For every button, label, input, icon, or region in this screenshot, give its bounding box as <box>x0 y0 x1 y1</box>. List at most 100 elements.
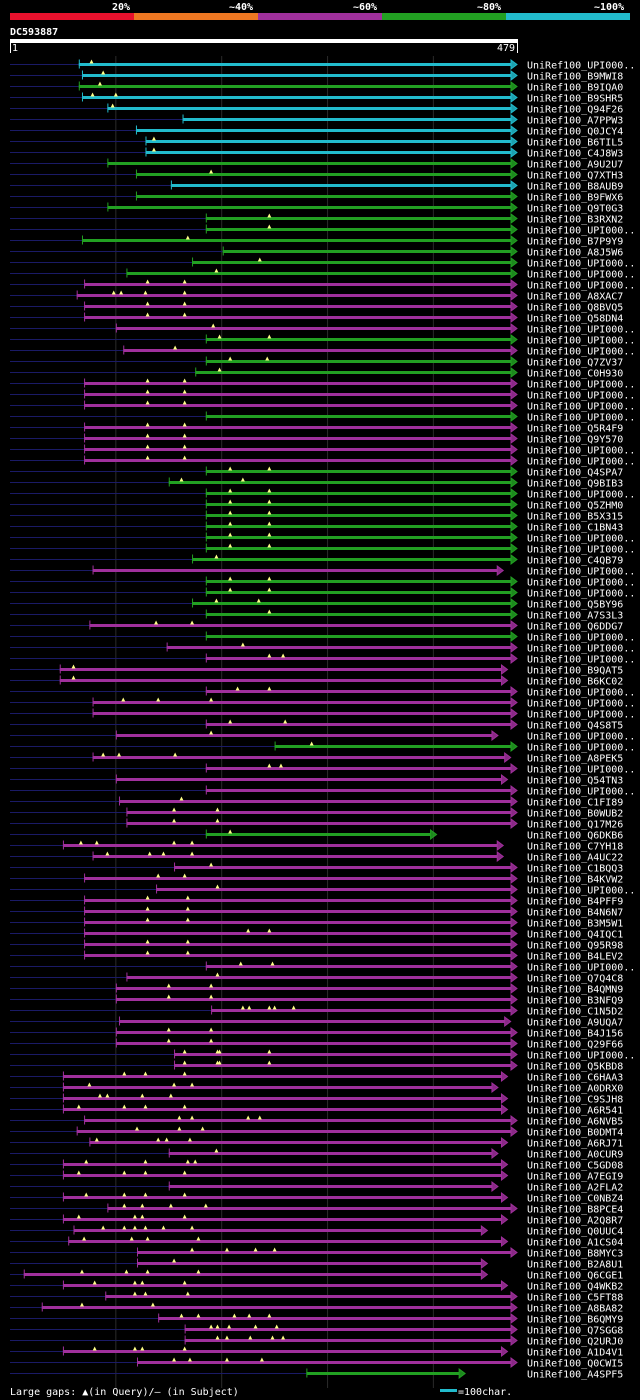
hit-label[interactable]: UniRef100_A1D4V1 <box>527 1348 623 1359</box>
hit-row[interactable]: UniRef100_UPI000.. <box>10 565 635 578</box>
hit-label[interactable]: UniRef100_C4J8W3 <box>527 149 623 160</box>
hit-row[interactable]: UniRef100_C0NBZ4 <box>10 1192 623 1205</box>
hit-label[interactable]: UniRef100_B9IQA0 <box>527 83 623 94</box>
hit-row[interactable]: UniRef100_UPI000.. <box>10 763 635 776</box>
hit-label[interactable]: UniRef100_B9SHR5 <box>527 94 623 105</box>
hit-row[interactable]: UniRef100_Q0UUC4 <box>10 1225 623 1238</box>
hit-row[interactable]: UniRef100_Q4IQC1 <box>10 928 623 941</box>
hit-row[interactable]: UniRef100_C7YH18 <box>10 840 623 853</box>
hit-label[interactable]: UniRef100_UPI000.. <box>527 644 635 655</box>
hit-label[interactable]: UniRef100_B4J156 <box>527 1029 623 1040</box>
hit-label[interactable]: UniRef100_Q6DDG7 <box>527 622 623 633</box>
hit-label[interactable]: UniRef100_Q58DN4 <box>527 314 623 325</box>
hit-row[interactable]: UniRef100_A8XAC7 <box>10 290 623 303</box>
hit-label[interactable]: UniRef100_C0H930 <box>527 369 623 380</box>
hit-row[interactable]: UniRef100_UPI000.. <box>10 587 635 600</box>
hit-label[interactable]: UniRef100_A7S3L3 <box>527 611 623 622</box>
hit-row[interactable]: UniRef100_B4N6N7 <box>10 906 623 919</box>
hit-label[interactable]: UniRef100_Q5BY96 <box>527 600 623 611</box>
hit-row[interactable]: UniRef100_B9MWI8 <box>10 70 623 83</box>
hit-label[interactable]: UniRef100_A1CS04 <box>527 1238 623 1249</box>
hit-row[interactable]: UniRef100_UPI000.. <box>10 389 635 402</box>
hit-row[interactable]: UniRef100_Q5R4F9 <box>10 422 623 435</box>
hit-label[interactable]: UniRef100_C1BN43 <box>527 523 623 534</box>
hit-label[interactable]: UniRef100_C6HAA3 <box>527 1073 623 1084</box>
hit-label[interactable]: UniRef100_A7EGI9 <box>527 1172 623 1183</box>
hit-label[interactable]: UniRef100_C7YH18 <box>527 842 623 853</box>
hit-label[interactable]: UniRef100_A4UC22 <box>527 853 623 864</box>
hit-row[interactable]: UniRef100_C1N5D2 <box>10 1005 623 1018</box>
hit-label[interactable]: UniRef100_A8J5W6 <box>527 248 623 259</box>
hit-row[interactable]: UniRef100_A7PPW3 <box>10 114 623 127</box>
hit-row[interactable]: UniRef100_B6QMY9 <box>10 1313 623 1326</box>
hit-row[interactable]: UniRef100_Q7XTH3 <box>10 169 623 182</box>
hit-label[interactable]: UniRef100_B7P9Y9 <box>527 237 623 248</box>
hit-label[interactable]: UniRef100_UPI000.. <box>527 534 635 545</box>
hit-row[interactable]: UniRef100_C5GD08 <box>10 1159 623 1172</box>
hit-row[interactable]: UniRef100_A8J5W6 <box>10 246 623 259</box>
hit-row[interactable]: UniRef100_UPI000.. <box>10 455 635 468</box>
hit-row[interactable]: UniRef100_UPI000.. <box>10 1049 635 1062</box>
hit-label[interactable]: UniRef100_Q4IQC1 <box>527 930 623 941</box>
hit-row[interactable]: UniRef100_A2Q8R7 <box>10 1214 623 1227</box>
hit-row[interactable]: UniRef100_UPI000.. <box>10 279 635 292</box>
hit-row[interactable]: UniRef100_UPI000.. <box>10 708 635 721</box>
hit-label[interactable]: UniRef100_UPI000.. <box>527 699 635 710</box>
hit-label[interactable]: UniRef100_UPI000.. <box>527 688 635 699</box>
hit-row[interactable]: UniRef100_B8AUB9 <box>10 180 623 193</box>
hit-label[interactable]: UniRef100_C0NBZ4 <box>527 1194 623 1205</box>
hit-label[interactable]: UniRef100_Q7SGG8 <box>527 1326 623 1337</box>
hit-label[interactable]: UniRef100_B9MWI8 <box>527 72 623 83</box>
hit-label[interactable]: UniRef100_UPI000.. <box>527 490 635 501</box>
hit-row[interactable]: UniRef100_UPI000.. <box>10 323 635 336</box>
hit-label[interactable]: UniRef100_Q6CGE1 <box>527 1271 623 1282</box>
hit-label[interactable]: UniRef100_Q5R4F9 <box>527 424 623 435</box>
hit-row[interactable]: UniRef100_C5FT88 <box>10 1291 623 1304</box>
hit-label[interactable]: UniRef100_UPI000.. <box>527 655 635 666</box>
hit-label[interactable]: UniRef100_UPI000.. <box>527 743 635 754</box>
hit-row[interactable]: UniRef100_Q4SPA7 <box>10 466 623 479</box>
hit-row[interactable]: UniRef100_A9UQA7 <box>10 1016 623 1029</box>
hit-label[interactable]: UniRef100_A8BA82 <box>527 1304 623 1315</box>
hit-label[interactable]: UniRef100_UPI000.. <box>527 787 635 798</box>
hit-label[interactable]: UniRef100_Q17M26 <box>527 820 623 831</box>
hit-label[interactable]: UniRef100_B3M5W1 <box>527 919 623 930</box>
hit-row[interactable]: UniRef100_A6R541 <box>10 1104 623 1117</box>
hit-label[interactable]: UniRef100_UPI000.. <box>527 380 635 391</box>
hit-row[interactable]: UniRef100_A4UC22 <box>10 851 623 864</box>
hit-row[interactable]: UniRef100_A2FLA2 <box>10 1181 623 1194</box>
hit-label[interactable]: UniRef100_UPI000.. <box>527 578 635 589</box>
hit-row[interactable]: UniRef100_UPI000.. <box>10 653 635 666</box>
hit-label[interactable]: UniRef100_UPI000.. <box>527 589 635 600</box>
hit-row[interactable]: UniRef100_Q95R98 <box>10 939 623 952</box>
hit-label[interactable]: UniRef100_UPI000.. <box>527 270 635 281</box>
hit-label[interactable]: UniRef100_Q95R98 <box>527 941 623 952</box>
hit-label[interactable]: UniRef100_Q5KBD8 <box>527 1062 623 1073</box>
hit-label[interactable]: UniRef100_A0CUR9 <box>527 1150 623 1161</box>
hit-row[interactable]: UniRef100_B5X315 <box>10 510 623 523</box>
hit-label[interactable]: UniRef100_Q7Q4C8 <box>527 974 623 985</box>
hit-label[interactable]: UniRef100_A8XAC7 <box>527 292 623 303</box>
hit-row[interactable]: UniRef100_A0CUR9 <box>10 1148 623 1161</box>
hit-row[interactable]: UniRef100_A1CS04 <box>10 1236 623 1249</box>
hit-row[interactable]: UniRef100_Q5KBD8 <box>10 1060 623 1073</box>
hit-label[interactable]: UniRef100_B4PFF9 <box>527 897 623 908</box>
hit-label[interactable]: UniRef100_A9U2U7 <box>527 160 623 171</box>
hit-label[interactable]: UniRef100_UPI000.. <box>527 457 635 468</box>
hit-label[interactable]: UniRef100_B2A8U1 <box>527 1260 623 1271</box>
hit-row[interactable]: UniRef100_B4J156 <box>10 1027 623 1040</box>
hit-label[interactable]: UniRef100_UPI000.. <box>527 567 635 578</box>
hit-label[interactable]: UniRef100_UPI000.. <box>527 1051 635 1062</box>
hit-label[interactable]: UniRef100_B6KC02 <box>527 677 623 688</box>
hit-label[interactable]: UniRef100_UPI000.. <box>527 765 635 776</box>
hit-row[interactable]: UniRef100_Q0CWI5 <box>10 1357 623 1370</box>
hit-label[interactable]: UniRef100_B0DMT4 <box>527 1128 623 1139</box>
hit-label[interactable]: UniRef100_UPI000.. <box>527 336 635 347</box>
hit-row[interactable]: UniRef100_Q4WKB2 <box>10 1280 623 1293</box>
hit-row[interactable]: UniRef100_Q94F26 <box>10 103 623 116</box>
hit-row[interactable]: UniRef100_Q58DN4 <box>10 312 623 325</box>
hit-label[interactable]: UniRef100_A9UQA7 <box>527 1018 623 1029</box>
hit-label[interactable]: UniRef100_A7PPW3 <box>527 116 623 127</box>
hit-row[interactable]: UniRef100_UPI000.. <box>10 543 635 556</box>
hit-label[interactable]: UniRef100_Q4SPA7 <box>527 468 623 479</box>
